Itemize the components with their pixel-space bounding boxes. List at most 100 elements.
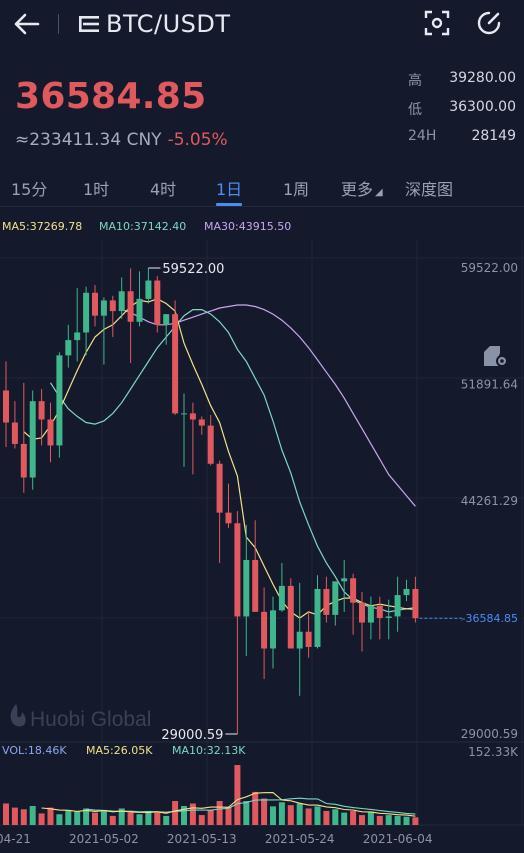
cny-value: ≈233411.34 CNY (15, 130, 162, 150)
volume-bar (216, 801, 223, 825)
price-axis-label: 29000.59 (461, 727, 518, 741)
ma5-legend: MA5:37269.78 (2, 220, 83, 233)
extreme-markers: 59522.00 29000.59 (148, 262, 238, 743)
volume-bar (3, 803, 9, 825)
scan-icon[interactable] (424, 10, 450, 36)
candle-body (109, 300, 116, 312)
interval-tabs: 15分 1时 4时 1日 1周 更多 ◢ 深度图 (0, 170, 524, 367)
candlestick-chart[interactable]: Huobi Global 59522.0051891.6444261.29366… (0, 206, 524, 853)
tab-depth[interactable]: 深度图 (405, 180, 454, 199)
chart-settings-icon[interactable] (482, 344, 510, 368)
price-axis-label: 59522.00 (461, 261, 518, 275)
volume-bar (145, 810, 152, 825)
candle-body (145, 280, 152, 299)
volume-axis-label: 152.33K (468, 745, 519, 759)
back-arrow-icon[interactable] (12, 10, 42, 38)
volume-bar (332, 809, 339, 825)
volume-bar (394, 815, 401, 825)
candle-body (323, 588, 330, 615)
stat-24h-volume: 24H 28149 (408, 128, 516, 157)
date-axis-label: 2021-06-04 (363, 832, 433, 846)
candle-body (3, 390, 9, 423)
candle-body (29, 401, 36, 478)
candle-body (172, 314, 179, 414)
tab-more-label: 更多 (341, 180, 374, 199)
volume-ma5-line (41, 792, 416, 817)
volume-bar (278, 802, 285, 825)
volume-bar (350, 810, 357, 825)
candle-body (305, 631, 312, 647)
candle-body (11, 422, 18, 444)
tab-15m[interactable]: 15分 (11, 180, 48, 199)
candle-body (385, 616, 392, 618)
volume-bar (225, 806, 232, 825)
volume-bar (92, 812, 98, 825)
candle-body (412, 588, 419, 619)
last-price-tag: -36584.85 (462, 612, 518, 625)
volume-bar (20, 809, 27, 825)
active-tab-indicator (216, 203, 242, 206)
candle-body (287, 585, 294, 649)
candle-body (252, 559, 259, 612)
stat-label: 24H (408, 128, 437, 144)
volume-bar (56, 814, 63, 825)
candle-body (74, 332, 81, 341)
volume-bar (38, 813, 45, 825)
stat-high: 高 39280.00 (408, 70, 516, 99)
watermark-text: Huobi Global (30, 708, 151, 731)
candle-body (207, 425, 214, 464)
date-axis-label: 2021-05-24 (265, 832, 335, 846)
candle-body (314, 588, 321, 647)
volume-bar (74, 811, 81, 825)
volume-legend-ma10: MA10:32.13K (172, 744, 246, 757)
date-axis-label: 04-21 (0, 832, 31, 846)
cny-value-line: ≈233411.34 CNY -5.05% (15, 130, 228, 150)
candle-body (270, 610, 276, 649)
tab-more[interactable]: 更多 ◢ (341, 176, 383, 200)
volume-bars: VOL:18.46K MA5:26.05K MA10:32.13K 152.33K (2, 744, 519, 825)
volume-bar (109, 815, 116, 825)
candle-body (118, 291, 125, 312)
volume-bar (189, 803, 196, 825)
volume-bar (181, 805, 187, 825)
pair-title[interactable]: BTC/USDT (106, 10, 231, 38)
stat-low: 低 36300.00 (408, 99, 516, 128)
candle-body (216, 463, 223, 513)
tab-1w[interactable]: 1周 (283, 180, 310, 199)
volume-bar (296, 803, 303, 825)
candle-body (20, 443, 27, 478)
price-axis-label: 51891.64 (461, 378, 518, 392)
stat-label: 低 (408, 102, 422, 118)
volume-bar (198, 815, 205, 825)
candle-body (359, 602, 365, 623)
ma10-legend: MA10:37142.40 (99, 220, 187, 233)
candle-body (181, 413, 187, 415)
candle-body (332, 581, 339, 615)
date-axis-label: 2021-05-02 (69, 832, 139, 846)
price-axis-label: 44261.29 (461, 494, 518, 508)
tab-1d[interactable]: 1日 (216, 180, 243, 199)
candle-body (154, 280, 161, 325)
max-marker-label: 59522.00 (162, 262, 224, 277)
ma30-line (121, 304, 416, 507)
volume-bar (359, 815, 365, 825)
candle-body (341, 578, 348, 582)
candle-body (403, 588, 410, 596)
candle-body (278, 585, 285, 611)
volume-bar (314, 806, 321, 825)
candle-body (189, 413, 196, 420)
tab-4h[interactable]: 4时 (150, 180, 177, 199)
volume-bar (29, 805, 36, 825)
gauge-icon[interactable] (476, 10, 502, 36)
tab-1h[interactable]: 1时 (83, 180, 110, 199)
dropdown-triangle-icon: ◢ (375, 187, 383, 198)
candle-body (296, 631, 303, 649)
menu-icon[interactable] (78, 14, 100, 34)
volume-bar (376, 815, 383, 825)
watermark: Huobi Global (10, 704, 151, 731)
huobi-flame-icon (10, 704, 26, 727)
volume-bar (412, 817, 419, 825)
candle-body (243, 559, 250, 617)
candle-body (65, 340, 72, 356)
volume-bar (403, 816, 410, 825)
